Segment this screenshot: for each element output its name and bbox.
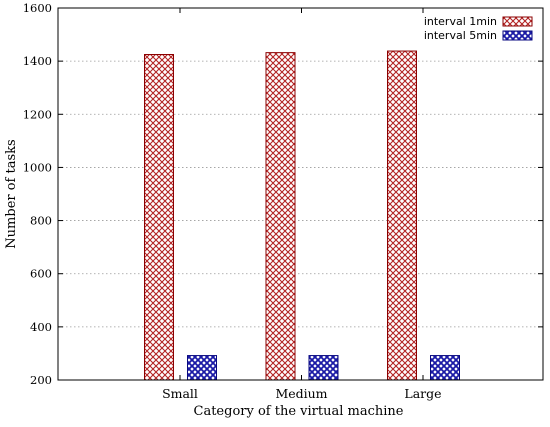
y-tick-label: 1200 [23, 107, 52, 121]
y-tick-label: 800 [30, 214, 52, 228]
y-tick-label: 400 [30, 320, 52, 334]
bar-interval-1min-small [144, 54, 174, 381]
bars [144, 50, 460, 381]
y-axis-label: Number of tasks [4, 139, 19, 248]
y-tick-label: 1400 [23, 54, 52, 68]
axis-ticks: 200 400 600 800 1000 1200 1400 1600 Small Medium L… [23, 1, 543, 401]
y-tick-label: 200 [30, 373, 52, 387]
plot-frame [57, 7, 544, 381]
x-category-label: Small [162, 386, 198, 401]
x-axis-label: Category of the virtual machine [194, 404, 404, 419]
bar-interval-5min-medium [308, 355, 339, 381]
y-tick-label: 600 [30, 267, 52, 281]
x-category-label: Medium [275, 386, 327, 401]
x-category-label: Large [404, 386, 441, 401]
legend-label: interval 1min [424, 15, 497, 28]
legend-label: interval 5min [424, 29, 497, 42]
bar-interval-5min-large [430, 355, 460, 381]
bar-interval-5min-small [187, 355, 217, 381]
legend-swatch [502, 30, 533, 41]
y-tick-label: 1600 [23, 1, 52, 15]
bar-interval-1min-medium [265, 52, 296, 381]
y-tick-label: 1000 [23, 160, 52, 174]
grid-lines [58, 60, 543, 328]
legend-swatch [502, 16, 533, 27]
bar-interval-1min-large [387, 50, 417, 381]
